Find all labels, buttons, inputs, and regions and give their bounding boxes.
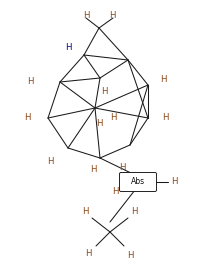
Text: H: H — [162, 114, 168, 122]
Text: H: H — [27, 78, 33, 87]
FancyBboxPatch shape — [120, 172, 156, 191]
Text: H: H — [85, 249, 91, 258]
Text: H: H — [83, 12, 89, 21]
Text: H: H — [119, 164, 125, 172]
Text: H: H — [47, 158, 53, 166]
Text: H: H — [160, 76, 166, 84]
Text: H: H — [131, 208, 137, 216]
Text: H: H — [112, 188, 118, 197]
Text: H: H — [127, 252, 133, 260]
Text: H: H — [171, 177, 177, 186]
Text: H: H — [101, 87, 107, 97]
Text: H: H — [24, 114, 30, 122]
Text: H: H — [65, 43, 71, 53]
Text: H: H — [109, 12, 115, 21]
Text: Abs: Abs — [131, 177, 145, 186]
Text: H: H — [82, 208, 88, 216]
Text: H: H — [110, 114, 116, 122]
Text: H: H — [90, 166, 96, 175]
Text: H: H — [96, 120, 102, 128]
